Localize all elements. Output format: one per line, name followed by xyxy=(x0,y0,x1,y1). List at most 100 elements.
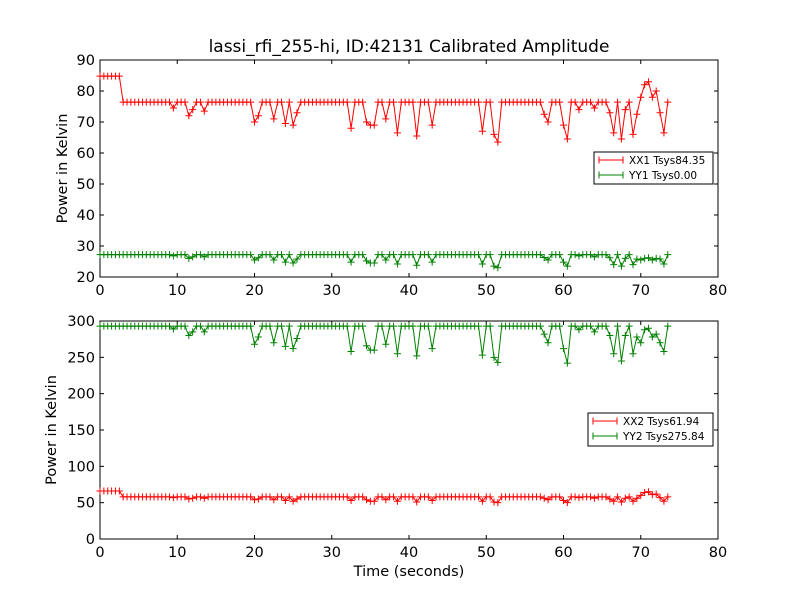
data-point-marker xyxy=(390,98,398,106)
data-point-marker xyxy=(378,251,386,259)
data-point-marker xyxy=(614,322,622,330)
data-point-marker xyxy=(251,496,258,504)
legend-box xyxy=(593,151,714,185)
data-point-marker xyxy=(281,496,289,504)
data-point-marker xyxy=(625,98,633,106)
data-point-marker xyxy=(281,258,289,266)
data-point-marker xyxy=(363,342,371,350)
data-point-marker xyxy=(169,494,177,502)
data-point-marker xyxy=(200,107,208,115)
data-point-marker xyxy=(196,98,204,106)
y-tick-label-bottom: 0 xyxy=(86,532,95,548)
data-point-marker xyxy=(556,251,564,259)
data-point-marker xyxy=(428,258,436,266)
data-point-marker xyxy=(629,497,637,505)
data-point-marker xyxy=(575,252,583,260)
x-tick-label-bottom: 0 xyxy=(95,545,104,561)
data-point-marker xyxy=(563,359,571,367)
data-point-marker xyxy=(478,351,486,359)
data-point-marker xyxy=(575,326,583,334)
data-point-marker xyxy=(590,104,598,112)
data-point-marker xyxy=(289,121,297,129)
data-point-marker xyxy=(475,493,483,501)
data-point-marker xyxy=(641,326,649,334)
data-point-marker xyxy=(664,322,672,330)
data-point-marker xyxy=(409,251,417,259)
data-point-marker xyxy=(166,251,174,259)
data-point-marker xyxy=(617,498,625,506)
data-point-marker xyxy=(475,251,483,259)
data-point-marker xyxy=(254,495,262,503)
data-point-marker xyxy=(382,340,390,348)
data-point-marker xyxy=(266,493,274,501)
data-point-marker xyxy=(393,260,401,268)
data-point-marker xyxy=(278,493,286,501)
data-point-marker xyxy=(115,72,123,80)
data-point-marker xyxy=(266,322,274,330)
data-point-marker xyxy=(363,118,371,126)
data-point-marker xyxy=(648,491,656,499)
data-point-marker xyxy=(281,342,289,350)
x-axis-label: Time (seconds) xyxy=(353,564,465,580)
data-point-marker xyxy=(544,339,552,347)
data-point-marker xyxy=(602,251,610,259)
y-tick-label-top: 40 xyxy=(77,208,95,224)
data-point-marker xyxy=(251,340,258,348)
data-point-marker xyxy=(359,251,367,259)
data-point-marker xyxy=(478,497,486,505)
data-point-marker xyxy=(644,254,652,262)
data-point-marker xyxy=(166,493,174,501)
data-point-marker xyxy=(254,333,262,341)
data-point-marker xyxy=(393,350,401,358)
data-point-marker xyxy=(393,497,401,505)
data-point-marker xyxy=(196,322,204,330)
data-point-marker xyxy=(540,330,548,338)
data-point-marker xyxy=(660,129,668,137)
data-point-marker xyxy=(382,115,390,123)
x-tick-label-top: 70 xyxy=(632,283,650,299)
data-point-marker xyxy=(494,499,502,507)
data-point-marker xyxy=(617,357,625,365)
data-point-marker xyxy=(633,333,641,341)
data-point-marker xyxy=(629,130,637,138)
data-point-marker xyxy=(610,261,618,269)
data-point-marker xyxy=(169,325,177,333)
y-tick-label-bottom: 200 xyxy=(67,387,95,403)
data-point-marker xyxy=(169,252,177,260)
data-point-marker xyxy=(560,258,567,266)
data-point-marker xyxy=(637,339,645,347)
data-point-marker xyxy=(660,348,668,356)
data-point-marker xyxy=(644,78,652,86)
data-point-marker xyxy=(428,121,436,129)
data-point-marker xyxy=(648,333,656,341)
data-point-marker xyxy=(359,322,367,330)
data-point-marker xyxy=(610,129,618,137)
data-point-marker xyxy=(181,322,189,330)
legend-marker xyxy=(598,171,624,179)
data-point-marker xyxy=(478,260,486,268)
data-point-marker xyxy=(540,253,548,261)
data-point-marker xyxy=(370,259,378,267)
data-point-marker xyxy=(637,93,645,101)
data-point-marker xyxy=(293,495,301,503)
y-axis-label-bottom: Power in Kelvin xyxy=(44,375,60,485)
data-point-marker xyxy=(289,497,297,505)
x-tick-label-top: 0 xyxy=(95,283,104,299)
data-point-marker xyxy=(413,498,421,506)
data-point-marker xyxy=(536,322,544,330)
data-point-marker xyxy=(625,493,633,501)
x-tick-label-bottom: 60 xyxy=(554,545,572,561)
chart-title: lassi_rfi_255-hi, ID:42131 Calibrated Am… xyxy=(209,37,610,57)
x-tick-label-top: 30 xyxy=(323,283,341,299)
legend-top: XX1 Tsys84.35 YY1 Tsys0.00 xyxy=(593,151,714,185)
data-point-marker xyxy=(370,346,378,354)
data-point-marker xyxy=(629,350,637,358)
data-point-marker xyxy=(169,104,177,112)
x-tick-label-top: 80 xyxy=(709,283,727,299)
data-point-marker xyxy=(587,493,595,501)
data-point-marker xyxy=(181,98,189,106)
data-point-marker xyxy=(614,493,622,501)
data-point-marker xyxy=(590,328,598,336)
data-point-marker xyxy=(540,494,548,502)
